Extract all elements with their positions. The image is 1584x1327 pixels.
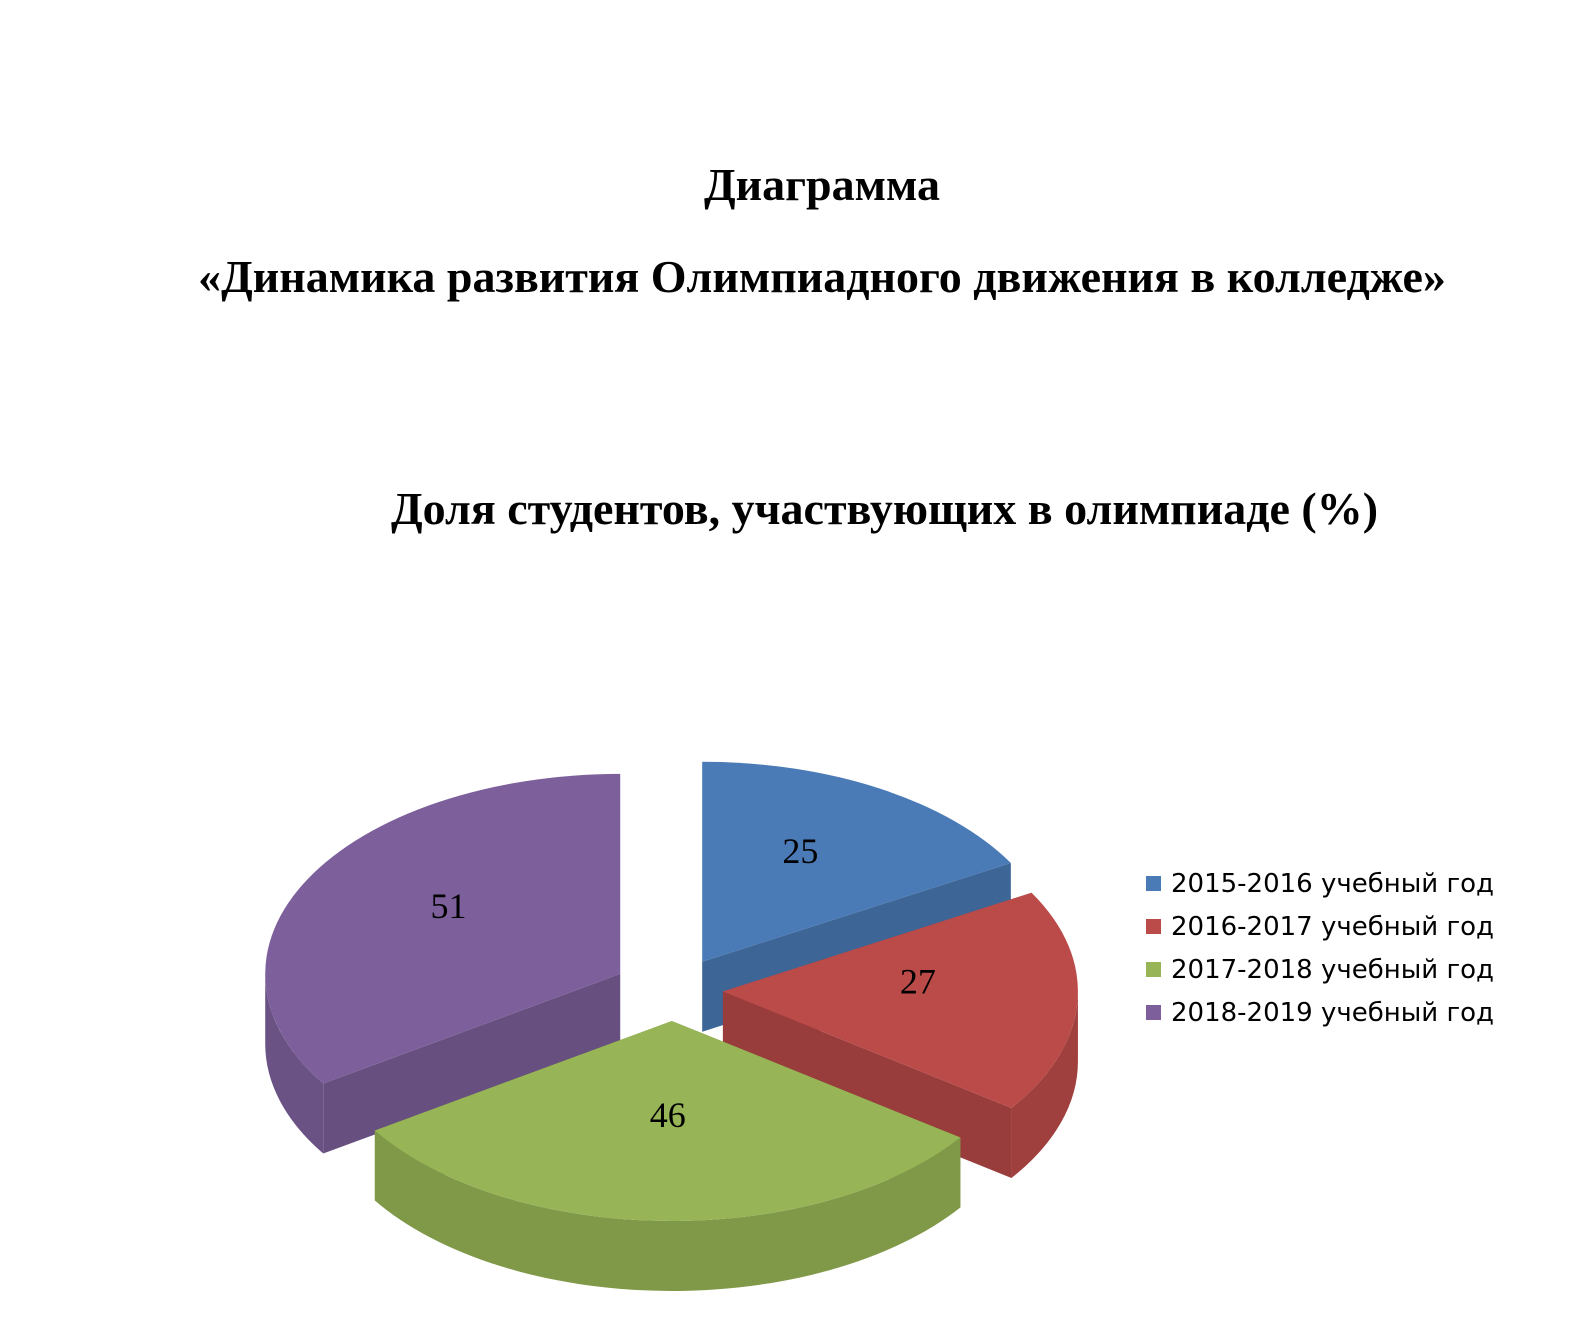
pie-slice-side — [374, 1130, 961, 1291]
legend-label: 2016-2017 учебный год — [1171, 911, 1494, 942]
legend-item: 2016-2017 учебный год — [1146, 905, 1494, 948]
chart-legend: 2015-2016 учебный год 2016-2017 учебный г… — [1146, 862, 1494, 1034]
legend-item: 2017-2018 учебный год — [1146, 948, 1494, 991]
pie-slice-3 — [374, 1020, 961, 1221]
data-label: 51 — [430, 886, 466, 926]
legend-item: 2018-2019 учебный год — [1146, 991, 1494, 1034]
pie-slice-tops — [265, 761, 1078, 1221]
legend-swatch — [1146, 962, 1161, 977]
legend-item: 2015-2016 учебный год — [1146, 862, 1494, 905]
data-label: 27 — [900, 962, 936, 1002]
heading-line-2: «Динамика развития Олимпиадного движения… — [198, 251, 1446, 302]
legend-swatch — [1146, 876, 1161, 891]
pie-slice-side — [1011, 991, 1078, 1179]
legend-swatch — [1146, 1005, 1161, 1020]
pie-slice-2 — [722, 892, 1078, 1109]
chart-title: Доля студентов, участвующих в олимпиаде … — [390, 483, 1379, 534]
data-label: 25 — [782, 831, 818, 871]
legend-label: 2017-2018 учебный год — [1171, 954, 1494, 985]
heading-line-1: Диаграмма — [704, 159, 940, 210]
pie-slice-cut-face — [323, 973, 621, 1154]
legend-label: 2015-2016 учебный год — [1171, 868, 1494, 899]
data-label: 46 — [650, 1095, 686, 1135]
pie-slice-side — [265, 973, 324, 1154]
legend-label: 2018-2019 учебный год — [1171, 997, 1494, 1028]
legend-swatch — [1146, 919, 1161, 934]
pie-slice-1 — [702, 761, 1011, 962]
pie-data-labels: 25 51 27 46 — [430, 831, 935, 1135]
pie-slice-4 — [265, 773, 621, 1084]
